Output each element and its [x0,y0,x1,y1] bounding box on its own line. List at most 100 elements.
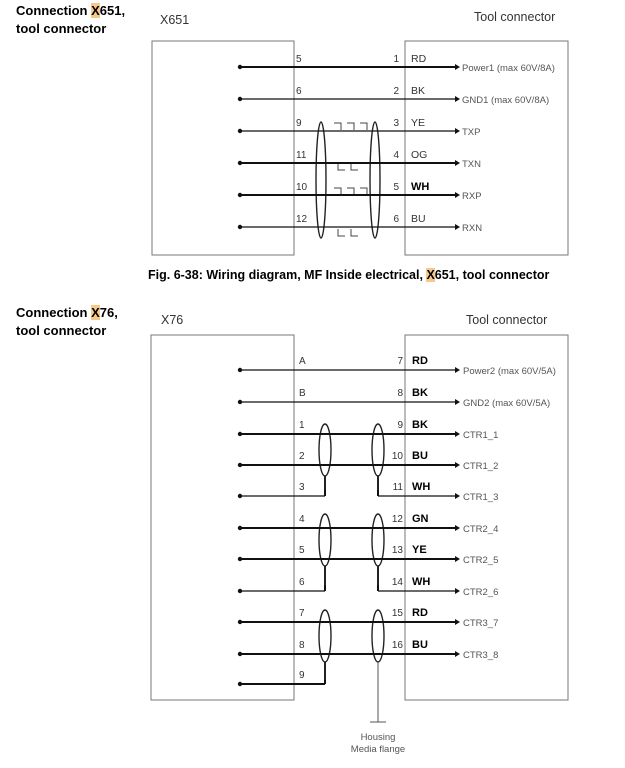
x651-wire-color: RD [411,53,427,65]
x76-left-box [150,334,295,701]
x651-signal-label: TXN [462,159,481,170]
x76-wire-terminal [237,367,243,373]
x76-right-pin: 14 [392,577,404,588]
wiring-diagram-x651: X651 Tool connector 5 1 RD Power1 (max 60V/… [151,10,569,256]
x76-wire-arrow [455,588,460,594]
x651-left-pin: 9 [296,118,302,129]
x651-wire-arrow [455,224,460,230]
x76-right-pin: 8 [397,388,403,399]
x76-signal-label: CTR1_1 [463,430,498,441]
x76-wire-color: BK [412,387,428,399]
x651-right-pin: 2 [393,86,399,97]
x76-left-pin: 6 [299,577,305,588]
x76-left-pin: B [299,388,306,399]
x76-right-pin: 13 [392,545,404,556]
x76-right-pin: 15 [392,608,404,619]
x76-right-pin: 9 [397,420,403,431]
x76-tool-connector-title: Tool connector [466,313,547,327]
x651-shield-right [369,121,381,239]
x651-wire-terminal [237,128,243,134]
x76-shield-2-left [318,513,332,567]
x76-shield-1-right [371,423,385,477]
x76-wire-terminal [237,525,243,531]
x651-left-box [151,40,295,256]
x76-right-pin: 10 [392,451,404,462]
x651-wire-color: BU [411,213,426,225]
x651-wire-terminal [237,224,243,230]
x76-wire-color: RD [412,355,428,367]
x76-wire-color: RD [412,607,428,619]
x76-wire-arrow [455,525,460,531]
x651-pair-marker-1 [334,122,368,130]
x651-right-pin: 6 [393,214,399,225]
x76-signal-label: CTR1_2 [463,461,498,472]
x76-wire-terminal [237,651,243,657]
x76-wire-terminal [237,619,243,625]
x651-wire-terminal [237,192,243,198]
x76-right-box [404,334,569,701]
x651-wire-color: OG [411,149,427,161]
x76-shield-3-right [371,609,385,663]
x76-ground-label-2: Media flange [351,744,405,755]
x76-shield-3-left [318,609,332,663]
x76-title: X76 [161,313,183,327]
x76-right-pin: 11 [393,482,404,493]
x651-wire-terminal [237,64,243,70]
x76-left-pin: 1 [299,420,305,431]
x76-signal-label: CTR2_6 [463,587,498,598]
x651-right-box [404,40,569,256]
x76-wire-color: BU [412,450,428,462]
x76-wire-color: GN [412,513,429,525]
x76-ground-label-1: Housing [361,732,396,743]
x651-left-pin: 10 [296,182,308,193]
x651-left-pin: 6 [296,86,302,97]
section2-heading: Connection X76, tool connector [16,305,118,338]
x651-left-pin: 5 [296,54,302,65]
x651-wire-arrow [455,160,460,166]
x76-signal-label: CTR1_3 [463,492,498,503]
x76-left-pin: 3 [299,482,305,493]
x76-shield-2-right [371,513,385,567]
x76-left-pin: 2 [299,451,305,462]
x651-wire-terminal [237,96,243,102]
x651-signal-label: GND1 (max 60V/8A) [462,95,549,106]
x76-wire-arrow [455,462,460,468]
x76-right-pin: 16 [392,640,404,651]
x651-wire-terminal [237,160,243,166]
x76-wire-color: BU [412,639,428,651]
x651-right-pin: 5 [393,182,399,193]
x76-wire-arrow [455,367,460,373]
x651-right-pin: 4 [393,150,399,161]
section1-heading: Connection X651, tool connector [16,3,126,36]
x76-shield-1-left [318,423,332,477]
x76-wire-terminal [237,462,243,468]
x76-wire-arrow [455,651,460,657]
x76-signal-label: CTR2_4 [463,524,498,535]
x651-signal-label: Power1 (max 60V/8A) [462,63,555,74]
x651-wire-arrow [455,64,460,70]
x76-wire-terminal [237,556,243,562]
x76-wire-terminal [237,431,243,437]
x76-wire-terminal [237,681,243,687]
x76-signal-label: Power2 (max 60V/5A) [463,366,556,377]
x76-wire-color: WH [412,576,430,588]
x76-wire-color: YE [412,544,427,556]
x76-shield-1-drain [324,476,379,490]
x651-left-pin: 12 [296,214,308,225]
x76-signal-label: CTR2_5 [463,555,498,566]
x76-wire-color: WH [412,481,430,493]
x76-signal-label: CTR3_7 [463,618,498,629]
x76-left-pin: 7 [299,608,305,619]
x76-wire-terminal [237,588,243,594]
x651-tool-connector-title: Tool connector [474,10,555,24]
x651-wire-color: BK [411,85,425,97]
x76-signal-label: GND2 (max 60V/5A) [463,398,550,409]
x76-wire-arrow [455,493,460,499]
x651-right-pin: 1 [393,54,399,65]
x651-pair-marker-3 [334,187,368,195]
x76-signal-label: CTR3_8 [463,650,498,661]
x76-left-pin: 9 [299,670,305,681]
x76-wire-terminal [237,493,243,499]
x76-wire-arrow [455,556,460,562]
x651-left-pin: 11 [296,150,307,161]
